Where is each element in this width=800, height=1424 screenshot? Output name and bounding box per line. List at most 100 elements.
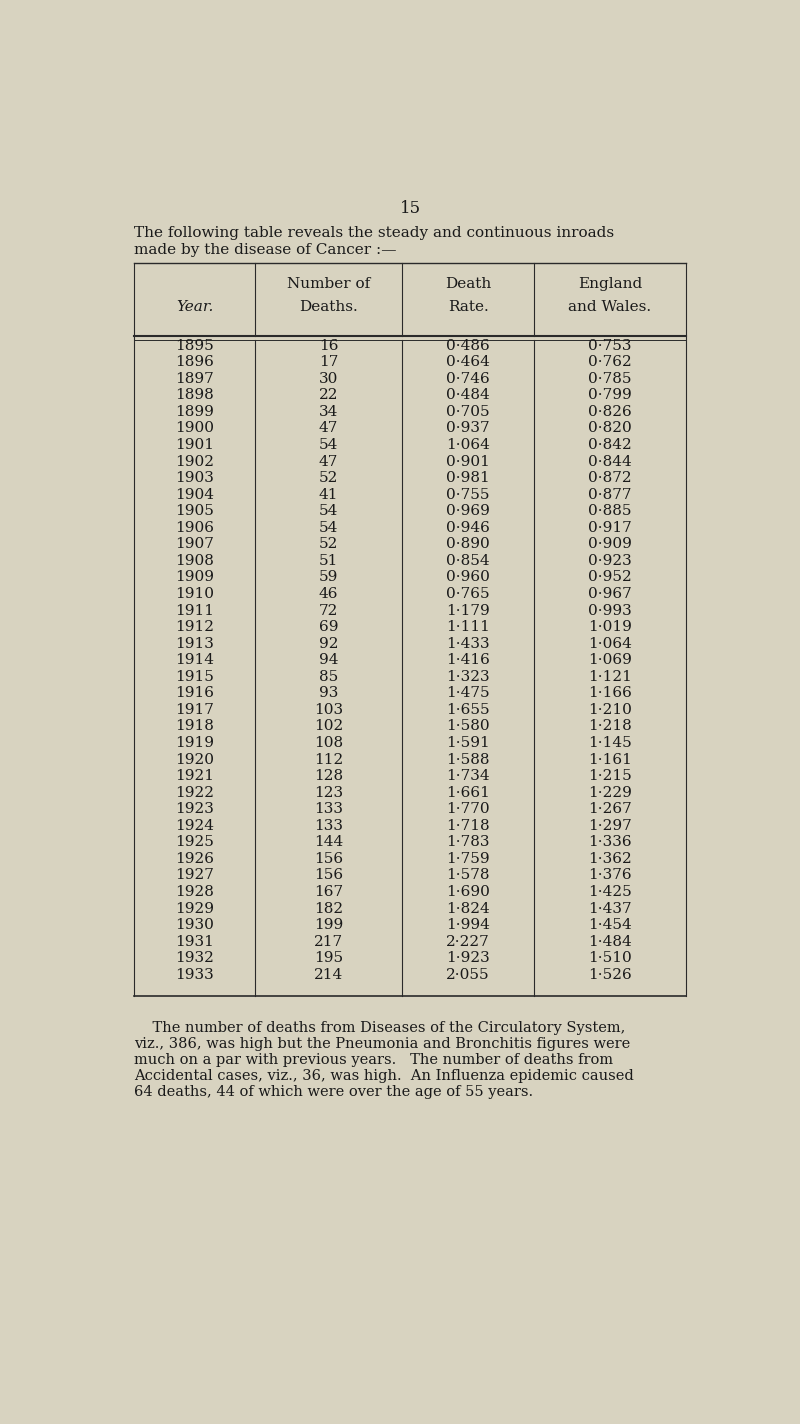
Text: 1922: 1922 xyxy=(175,786,214,800)
Text: 0·967: 0·967 xyxy=(588,587,632,601)
Text: 167: 167 xyxy=(314,884,343,899)
Text: 0·762: 0·762 xyxy=(588,355,632,369)
Text: 1·824: 1·824 xyxy=(446,901,490,916)
Text: 0·890: 0·890 xyxy=(446,537,490,551)
Text: 59: 59 xyxy=(319,571,338,584)
Text: 1903: 1903 xyxy=(175,471,214,486)
Text: 156: 156 xyxy=(314,869,343,883)
Text: 1·229: 1·229 xyxy=(588,786,632,800)
Text: 0·705: 0·705 xyxy=(446,404,490,419)
Text: 1929: 1929 xyxy=(175,901,214,916)
Text: 1·019: 1·019 xyxy=(588,619,632,634)
Text: 1·690: 1·690 xyxy=(446,884,490,899)
Text: 1·454: 1·454 xyxy=(588,918,632,933)
Text: 1·064: 1·064 xyxy=(588,637,632,651)
Text: 0·486: 0·486 xyxy=(446,339,490,353)
Text: 112: 112 xyxy=(314,752,343,766)
Text: 0·854: 0·854 xyxy=(446,554,490,568)
Text: 0·765: 0·765 xyxy=(446,587,490,601)
Text: 47: 47 xyxy=(319,454,338,468)
Text: England: England xyxy=(578,278,642,290)
Text: 0·923: 0·923 xyxy=(588,554,632,568)
Text: The following table reveals the steady and continuous inroads: The following table reveals the steady a… xyxy=(134,226,614,241)
Text: Deaths.: Deaths. xyxy=(299,300,358,315)
Text: 0·877: 0·877 xyxy=(588,487,632,501)
Text: 1899: 1899 xyxy=(175,404,214,419)
Text: 1915: 1915 xyxy=(175,669,214,684)
Text: 52: 52 xyxy=(319,471,338,486)
Text: 47: 47 xyxy=(319,422,338,436)
Text: 54: 54 xyxy=(319,504,338,518)
Text: 1·145: 1·145 xyxy=(588,736,632,750)
Text: 1919: 1919 xyxy=(175,736,214,750)
Text: 0·885: 0·885 xyxy=(588,504,632,518)
Text: 1916: 1916 xyxy=(175,686,214,701)
Text: 64 deaths, 44 of which were over the age of 55 years.: 64 deaths, 44 of which were over the age… xyxy=(134,1085,534,1099)
Text: 144: 144 xyxy=(314,836,343,849)
Text: 1909: 1909 xyxy=(175,571,214,584)
Text: 1·416: 1·416 xyxy=(446,654,490,668)
Text: 1895: 1895 xyxy=(175,339,214,353)
Text: 16: 16 xyxy=(319,339,338,353)
Text: 1·323: 1·323 xyxy=(446,669,490,684)
Text: 217: 217 xyxy=(314,934,343,948)
Text: 1896: 1896 xyxy=(175,355,214,369)
Text: 1928: 1928 xyxy=(175,884,214,899)
Text: 1931: 1931 xyxy=(175,934,214,948)
Text: 1898: 1898 xyxy=(175,389,214,403)
Text: 0·960: 0·960 xyxy=(446,571,490,584)
Text: 1·759: 1·759 xyxy=(446,852,490,866)
Text: 1914: 1914 xyxy=(175,654,214,668)
Text: 1·297: 1·297 xyxy=(588,819,632,833)
Text: 93: 93 xyxy=(319,686,338,701)
Text: Rate.: Rate. xyxy=(448,300,489,315)
Text: 69: 69 xyxy=(319,619,338,634)
Text: 1·437: 1·437 xyxy=(588,901,632,916)
Text: 0·755: 0·755 xyxy=(446,487,490,501)
Text: 92: 92 xyxy=(319,637,338,651)
Text: 199: 199 xyxy=(314,918,343,933)
Text: 0·917: 0·917 xyxy=(588,521,632,535)
Text: 1901: 1901 xyxy=(175,439,214,451)
Text: Death: Death xyxy=(445,278,491,290)
Text: 1923: 1923 xyxy=(175,802,214,816)
Text: and Wales.: and Wales. xyxy=(568,300,651,315)
Text: 1·433: 1·433 xyxy=(446,637,490,651)
Text: 182: 182 xyxy=(314,901,343,916)
Text: 1912: 1912 xyxy=(175,619,214,634)
Text: 1·718: 1·718 xyxy=(446,819,490,833)
Text: 128: 128 xyxy=(314,769,343,783)
Text: 1·734: 1·734 xyxy=(446,769,490,783)
Text: 41: 41 xyxy=(319,487,338,501)
Text: 1·655: 1·655 xyxy=(446,703,490,716)
Text: 54: 54 xyxy=(319,521,338,535)
Text: 1·111: 1·111 xyxy=(446,619,490,634)
Text: 0·844: 0·844 xyxy=(588,454,632,468)
Text: 0·981: 0·981 xyxy=(446,471,490,486)
Text: 1905: 1905 xyxy=(175,504,214,518)
Text: 1924: 1924 xyxy=(175,819,214,833)
Text: 0·946: 0·946 xyxy=(446,521,490,535)
Text: 1904: 1904 xyxy=(175,487,214,501)
Text: 1913: 1913 xyxy=(175,637,214,651)
Text: 1897: 1897 xyxy=(175,372,214,386)
Text: 1·069: 1·069 xyxy=(588,654,632,668)
Text: 1·161: 1·161 xyxy=(588,752,632,766)
Text: 30: 30 xyxy=(319,372,338,386)
Text: 1920: 1920 xyxy=(175,752,214,766)
Text: 2·055: 2·055 xyxy=(446,968,490,981)
Text: 1911: 1911 xyxy=(175,604,214,618)
Text: 0·937: 0·937 xyxy=(446,422,490,436)
Text: 0·826: 0·826 xyxy=(588,404,632,419)
Text: 1·510: 1·510 xyxy=(588,951,632,965)
Text: 0·820: 0·820 xyxy=(588,422,632,436)
Text: 0·785: 0·785 xyxy=(588,372,632,386)
Text: Number of: Number of xyxy=(287,278,370,290)
Text: 0·969: 0·969 xyxy=(446,504,490,518)
Text: 52: 52 xyxy=(319,537,338,551)
Text: 1·267: 1·267 xyxy=(588,802,632,816)
Text: 0·842: 0·842 xyxy=(588,439,632,451)
Text: made by the disease of Cancer :—: made by the disease of Cancer :— xyxy=(134,244,397,258)
Text: 1·588: 1·588 xyxy=(446,752,490,766)
Text: 1·376: 1·376 xyxy=(588,869,632,883)
